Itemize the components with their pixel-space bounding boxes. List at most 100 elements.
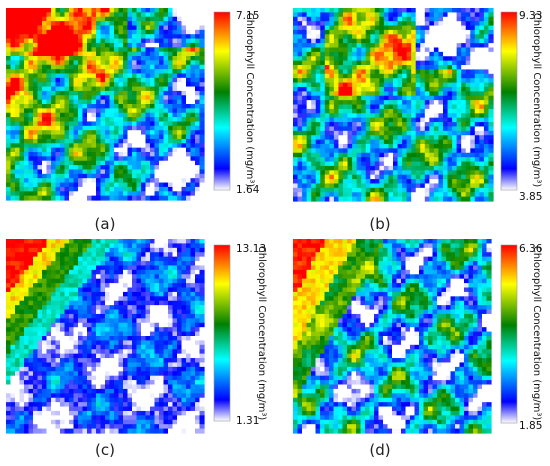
heatmap-cell [474,51,480,57]
heatmap-cell [60,256,66,262]
heatmap-cell [105,336,111,342]
heatmap-cell [6,340,12,346]
heatmap-cell [443,100,449,106]
heatmap-cell [461,43,467,49]
heatmap-cell [132,42,138,48]
heatmap-cell [105,64,111,70]
heatmap-cell [293,8,299,13]
heatmap-cell [64,165,70,171]
heatmap-cell [343,51,349,57]
heatmap-cell [474,25,480,31]
heatmap-cell [24,371,30,377]
heatmap-cell [461,38,467,44]
heatmap-cell [6,38,12,44]
heatmap-cell [10,349,16,355]
heatmap-cell [306,47,312,53]
heatmap-cell [10,82,16,88]
heatmap-cell [306,148,312,154]
heatmap-cell [379,122,385,128]
heatmap-cell [190,195,196,201]
heatmap-cell [69,156,75,162]
heatmap-cell [365,113,371,119]
heatmap-cell [168,195,174,201]
heatmap-cell [479,73,485,79]
heatmap-cell [33,42,39,48]
heatmap-cell [393,16,399,22]
heatmap-cell [87,371,93,377]
heatmap-cell [443,78,449,84]
heatmap-cell [42,313,48,319]
heatmap-cell [415,82,421,88]
heatmap-cell [297,108,303,114]
heatmap-cell [82,195,88,201]
heatmap-cell [82,283,88,289]
heatmap-cell [33,178,39,184]
heatmap-cell [46,402,52,408]
heatmap-cell [46,349,52,355]
heatmap-cell [474,60,480,66]
heatmap-cell [195,125,201,131]
heatmap-cell [87,173,93,179]
heatmap-cell [374,38,380,44]
heatmap-cell [393,135,399,141]
heatmap-cell [177,51,183,57]
heatmap-cell [479,143,485,149]
heatmap-cell [199,165,205,171]
heatmap-cell [87,300,93,306]
heatmap-cell [64,239,70,245]
heatmap-cell [186,112,192,118]
heatmap-cell [297,47,303,53]
heatmap-cell [374,130,380,136]
heatmap-cell [306,51,312,57]
heatmap-cell [51,384,57,390]
heatmap-cell [447,179,453,185]
heatmap-cell [479,56,485,62]
heatmap-cell [69,371,75,377]
heatmap-cell [123,195,129,201]
heatmap-cell [374,47,380,53]
heatmap-cell [306,43,312,49]
heatmap-cell [69,239,75,245]
heatmap-cell [51,130,57,136]
heatmap-cell [374,170,380,176]
heatmap-cell [474,95,480,101]
heatmap-cell [64,380,70,386]
colorbar-a: 7.15 1.64 Chlorophyll Concentration (mg/… [213,10,260,196]
heatmap-cell [42,178,48,184]
heatmap-cell [46,99,52,105]
heatmap-cell [6,397,12,403]
heatmap-cell [87,384,93,390]
heatmap-cell [78,130,84,136]
heatmap-cell [91,165,97,171]
heatmap-cell [393,86,399,92]
heatmap-cell [78,38,84,44]
heatmap-cell [123,86,129,92]
heatmap-cell [293,73,299,79]
heatmap-cell [33,73,39,79]
heatmap-cell [55,300,61,306]
heatmap-cell [46,336,52,342]
heatmap-cell [69,278,75,284]
heatmap-cell [190,108,196,114]
heatmap-cell [96,331,102,337]
heatmap-cell [465,16,471,22]
heatmap-cell [461,25,467,31]
heatmap-cell [100,318,106,324]
heatmap-cell [172,143,178,149]
heatmap-cell [19,56,25,61]
heatmap-cell [347,157,353,163]
heatmap-cell [19,247,25,253]
heatmap-cell [55,152,61,157]
heatmap-cell [55,428,61,434]
heatmap-cell [356,135,362,141]
heatmap-cell [443,183,449,189]
heatmap-cell [297,130,303,136]
heatmap-cell [190,69,196,75]
heatmap-cell [438,117,444,123]
heatmap-cell [100,265,106,271]
heatmap-cell [114,143,120,149]
heatmap-cell [343,179,349,185]
heatmap-cell [420,148,426,154]
heatmap-cell [320,73,326,79]
heatmap-cell [46,29,52,35]
